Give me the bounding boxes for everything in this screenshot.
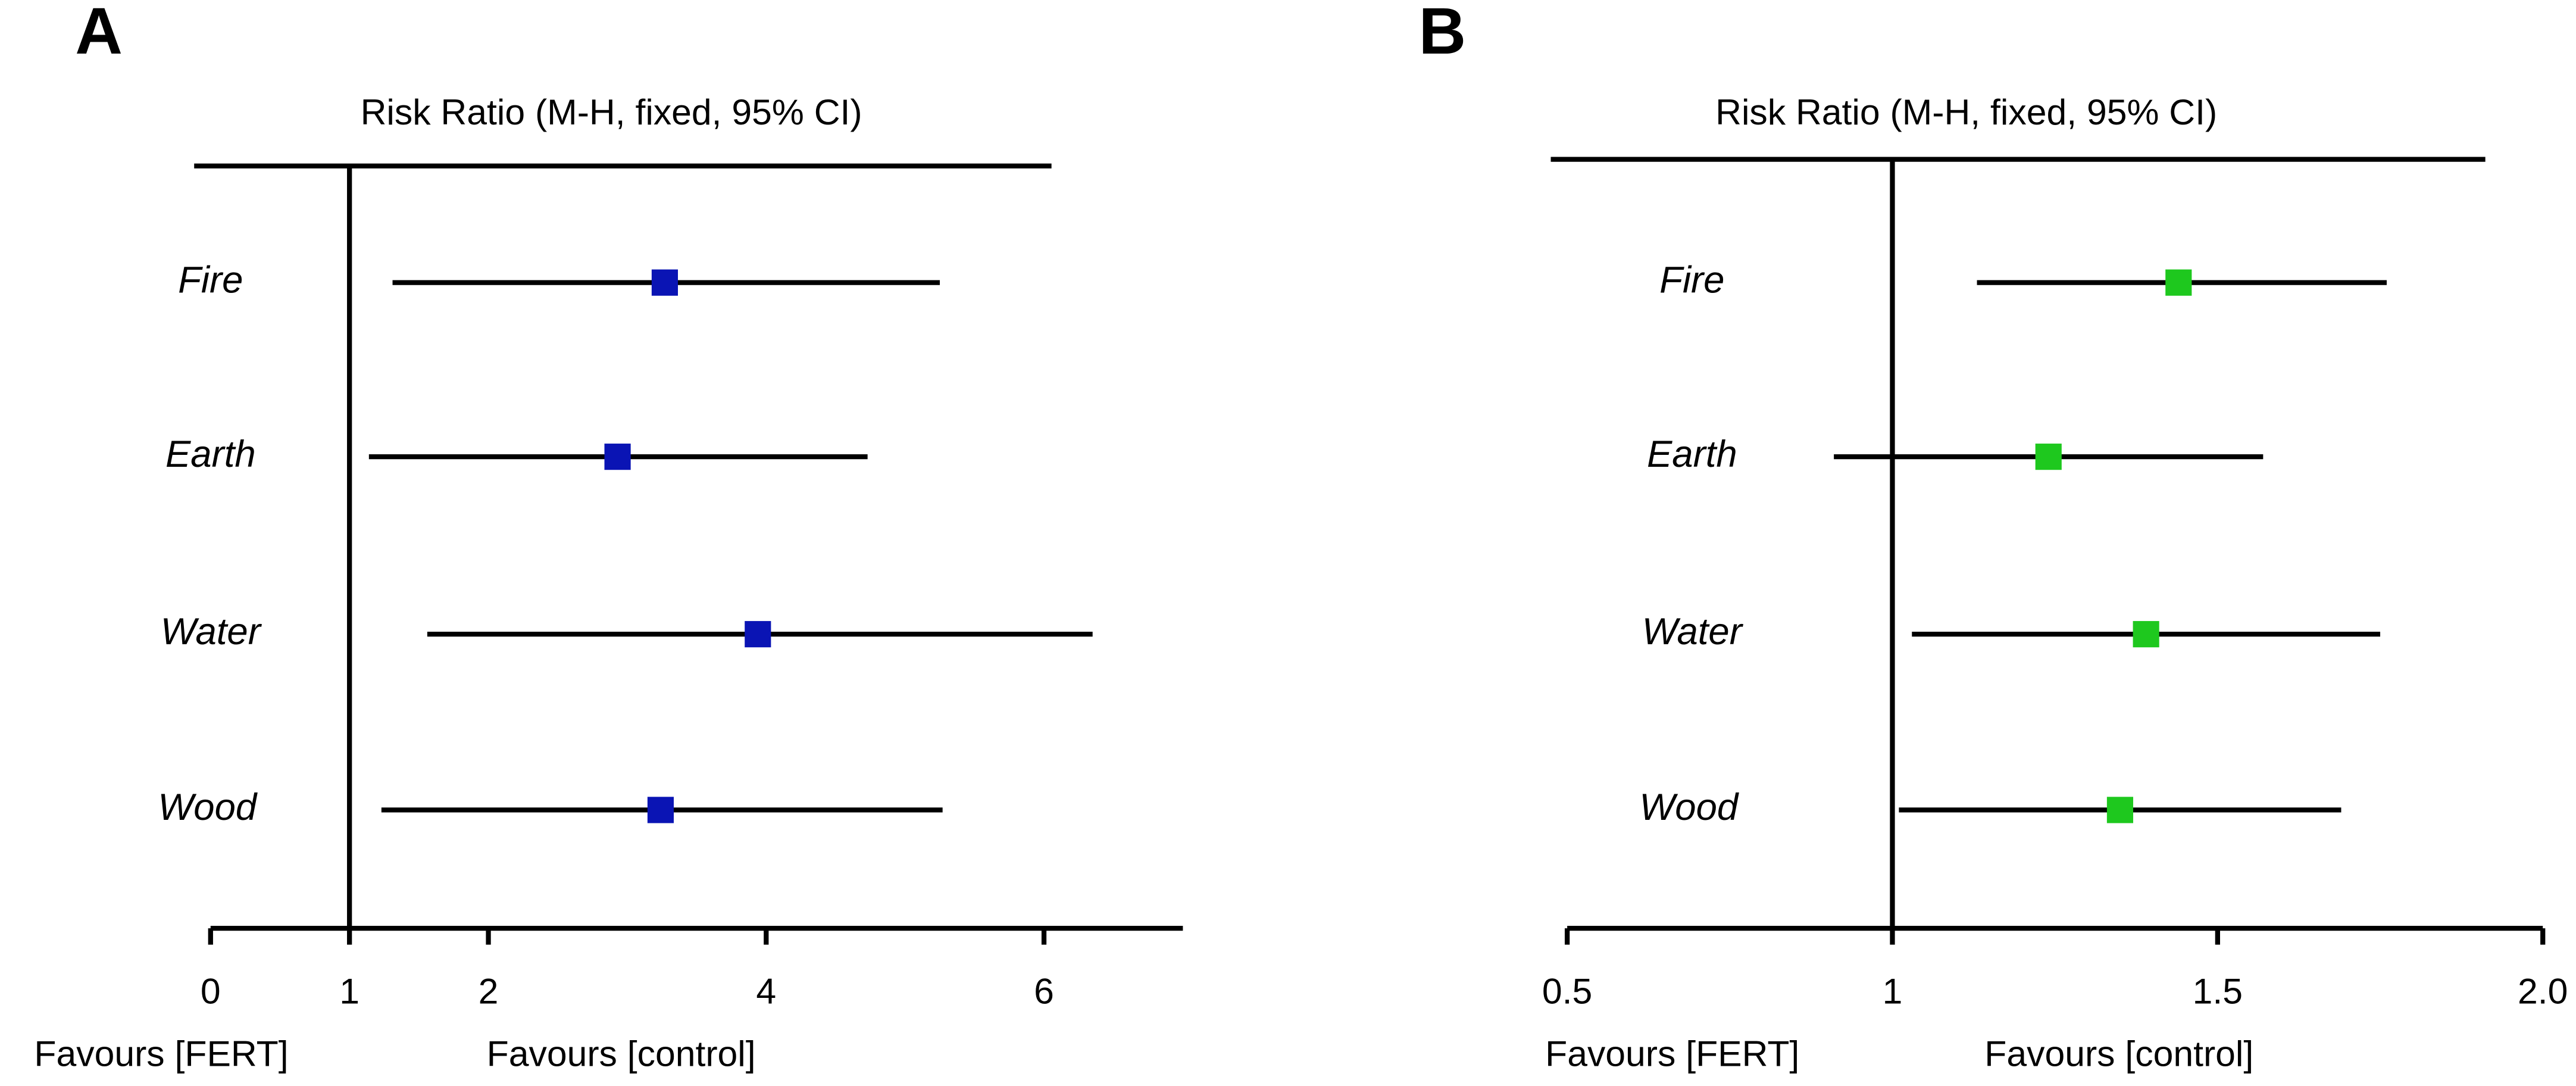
x-tick-label: 2 [479, 971, 499, 1012]
panel-label: A [75, 0, 123, 68]
x-tick-label: 4 [756, 971, 776, 1012]
favours-left: Favours [FERT] [1545, 1033, 1799, 1073]
x-tick-label: 1 [339, 971, 359, 1012]
category-label: Fire [178, 259, 243, 301]
point-estimate [2035, 444, 2062, 470]
x-tick-label: 2.0 [2518, 971, 2568, 1012]
point-estimate [604, 444, 631, 470]
x-tick-label: 1.5 [2193, 971, 2243, 1012]
category-label: Wood [158, 787, 257, 828]
plot-title: Risk Ratio (M-H, fixed, 95% CI) [1715, 92, 2217, 132]
x-tick-label: 6 [1034, 971, 1054, 1012]
category-label: Earth [165, 433, 256, 475]
point-estimate [647, 797, 674, 823]
category-label: Water [161, 611, 262, 653]
x-tick-label: 0 [201, 971, 221, 1012]
category-label: Wood [1639, 787, 1739, 828]
point-estimate [2165, 269, 2192, 296]
point-estimate [651, 269, 678, 296]
point-estimate [745, 621, 771, 648]
category-label: Fire [1659, 259, 1724, 301]
point-estimate [2106, 797, 2134, 823]
x-tick-label: 1 [1883, 971, 1903, 1012]
plot-title: Risk Ratio (M-H, fixed, 95% CI) [361, 92, 862, 132]
category-label: Water [1642, 611, 1744, 653]
favours-right: Favours [control] [1984, 1033, 2253, 1073]
x-tick-label: 0.5 [1542, 971, 1592, 1012]
point-estimate [2133, 621, 2159, 648]
favours-right: Favours [control] [487, 1033, 756, 1073]
panel-label: B [1419, 0, 1467, 68]
category-label: Earth [1647, 433, 1737, 475]
favours-left: Favours [FERT] [34, 1033, 288, 1073]
